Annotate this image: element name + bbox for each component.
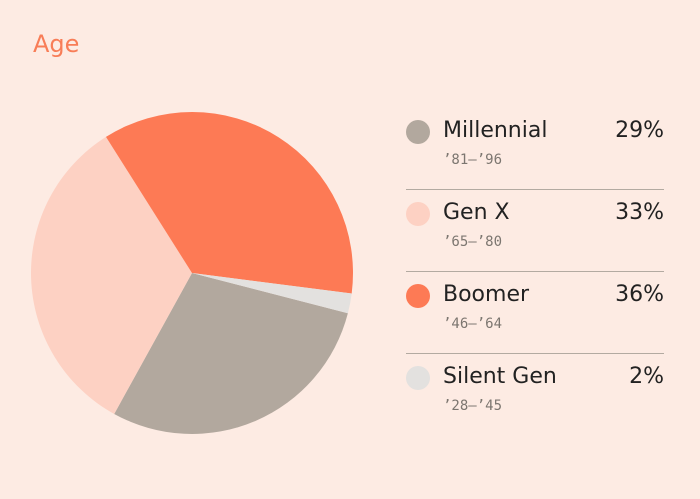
legend-swatch-gen-x (406, 202, 430, 226)
legend-swatch-millennial (406, 120, 430, 144)
pie-slice-millennial (114, 273, 348, 434)
legend-item-silent-gen: Silent Gen 2% ’28–’45 (406, 354, 664, 436)
legend-label-boomer: Boomer (443, 282, 530, 307)
legend-years-gen-x: ’65–’80 (443, 234, 503, 250)
pie-slice-boomer (105, 111, 353, 294)
pie-slice-gen-x (30, 136, 193, 414)
legend-swatch-boomer (406, 284, 430, 308)
legend-item-gen-x: Gen X 33% ’65–’80 (406, 190, 664, 272)
legend-value-millennial: 29% (615, 118, 664, 143)
chart-title: Age (33, 30, 80, 58)
legend-label-gen-x: Gen X (443, 200, 510, 225)
legend-label-silent-gen: Silent Gen (443, 364, 557, 389)
legend-label-millennial: Millennial (443, 118, 548, 143)
legend-item-boomer: Boomer 36% ’46–’64 (406, 272, 664, 354)
legend-value-silent-gen: 2% (629, 364, 664, 389)
pie-slice-silent-gen (192, 273, 352, 314)
legend-value-boomer: 36% (615, 282, 664, 307)
legend-item-millennial: Millennial 29% ’81–’96 (406, 108, 664, 190)
pie-chart (30, 111, 353, 434)
legend: Millennial 29% ’81–’96 Gen X 33% ’65–’80… (406, 108, 664, 436)
legend-value-gen-x: 33% (615, 200, 664, 225)
legend-years-boomer: ’46–’64 (443, 316, 503, 332)
legend-swatch-silent-gen (406, 366, 430, 390)
legend-years-millennial: ’81–’96 (443, 152, 503, 168)
legend-years-silent-gen: ’28–’45 (443, 398, 503, 414)
